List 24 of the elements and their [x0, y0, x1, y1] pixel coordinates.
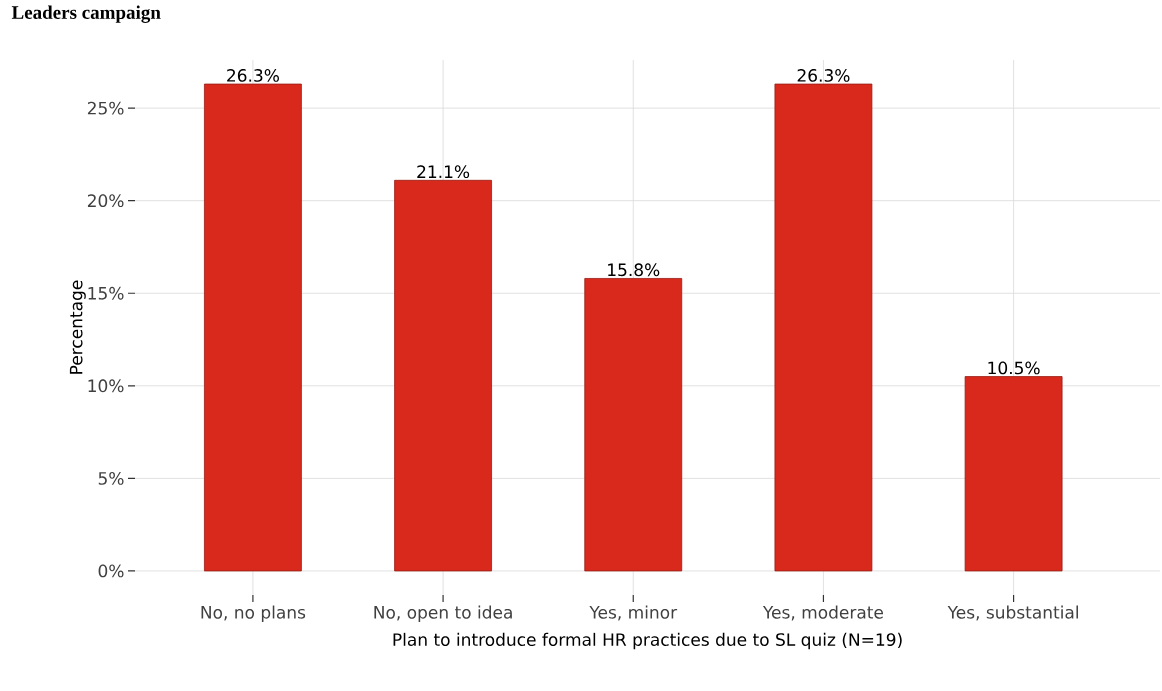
y-axis-title: Percentage — [69, 280, 86, 374]
bar — [394, 179, 492, 572]
bar — [964, 376, 1063, 572]
y-tick-label: 10% — [88, 379, 124, 393]
data-label: 26.3% — [797, 68, 850, 82]
y-tick-label: 20% — [87, 194, 124, 208]
y-tick-label: 25% — [87, 101, 124, 115]
bar — [774, 83, 873, 572]
bar — [204, 83, 302, 572]
x-axis-title: Plan to introduce formal HR practices due to SL quiz (N=19) — [393, 632, 902, 650]
y-tick-label: 0% — [98, 564, 124, 578]
x-tick-label: Yes, substantial — [947, 605, 1078, 621]
y-tick-label: 15% — [88, 286, 124, 300]
data-label: 21.1% — [417, 165, 470, 179]
y-tick-label: 5% — [98, 471, 124, 485]
x-tick-label: Yes, minor — [589, 605, 678, 621]
x-tick-label: No, no plans — [201, 605, 306, 622]
bar — [584, 278, 683, 572]
chart-title: Leaders campaign — [11, 5, 161, 23]
x-tick-label: No, open to idea — [374, 605, 512, 622]
data-label: 15.8% — [608, 263, 660, 277]
data-label: 26.3% — [227, 68, 279, 82]
x-tick-label: Yes, moderate — [762, 605, 884, 621]
data-label: 10.5% — [988, 361, 1040, 375]
